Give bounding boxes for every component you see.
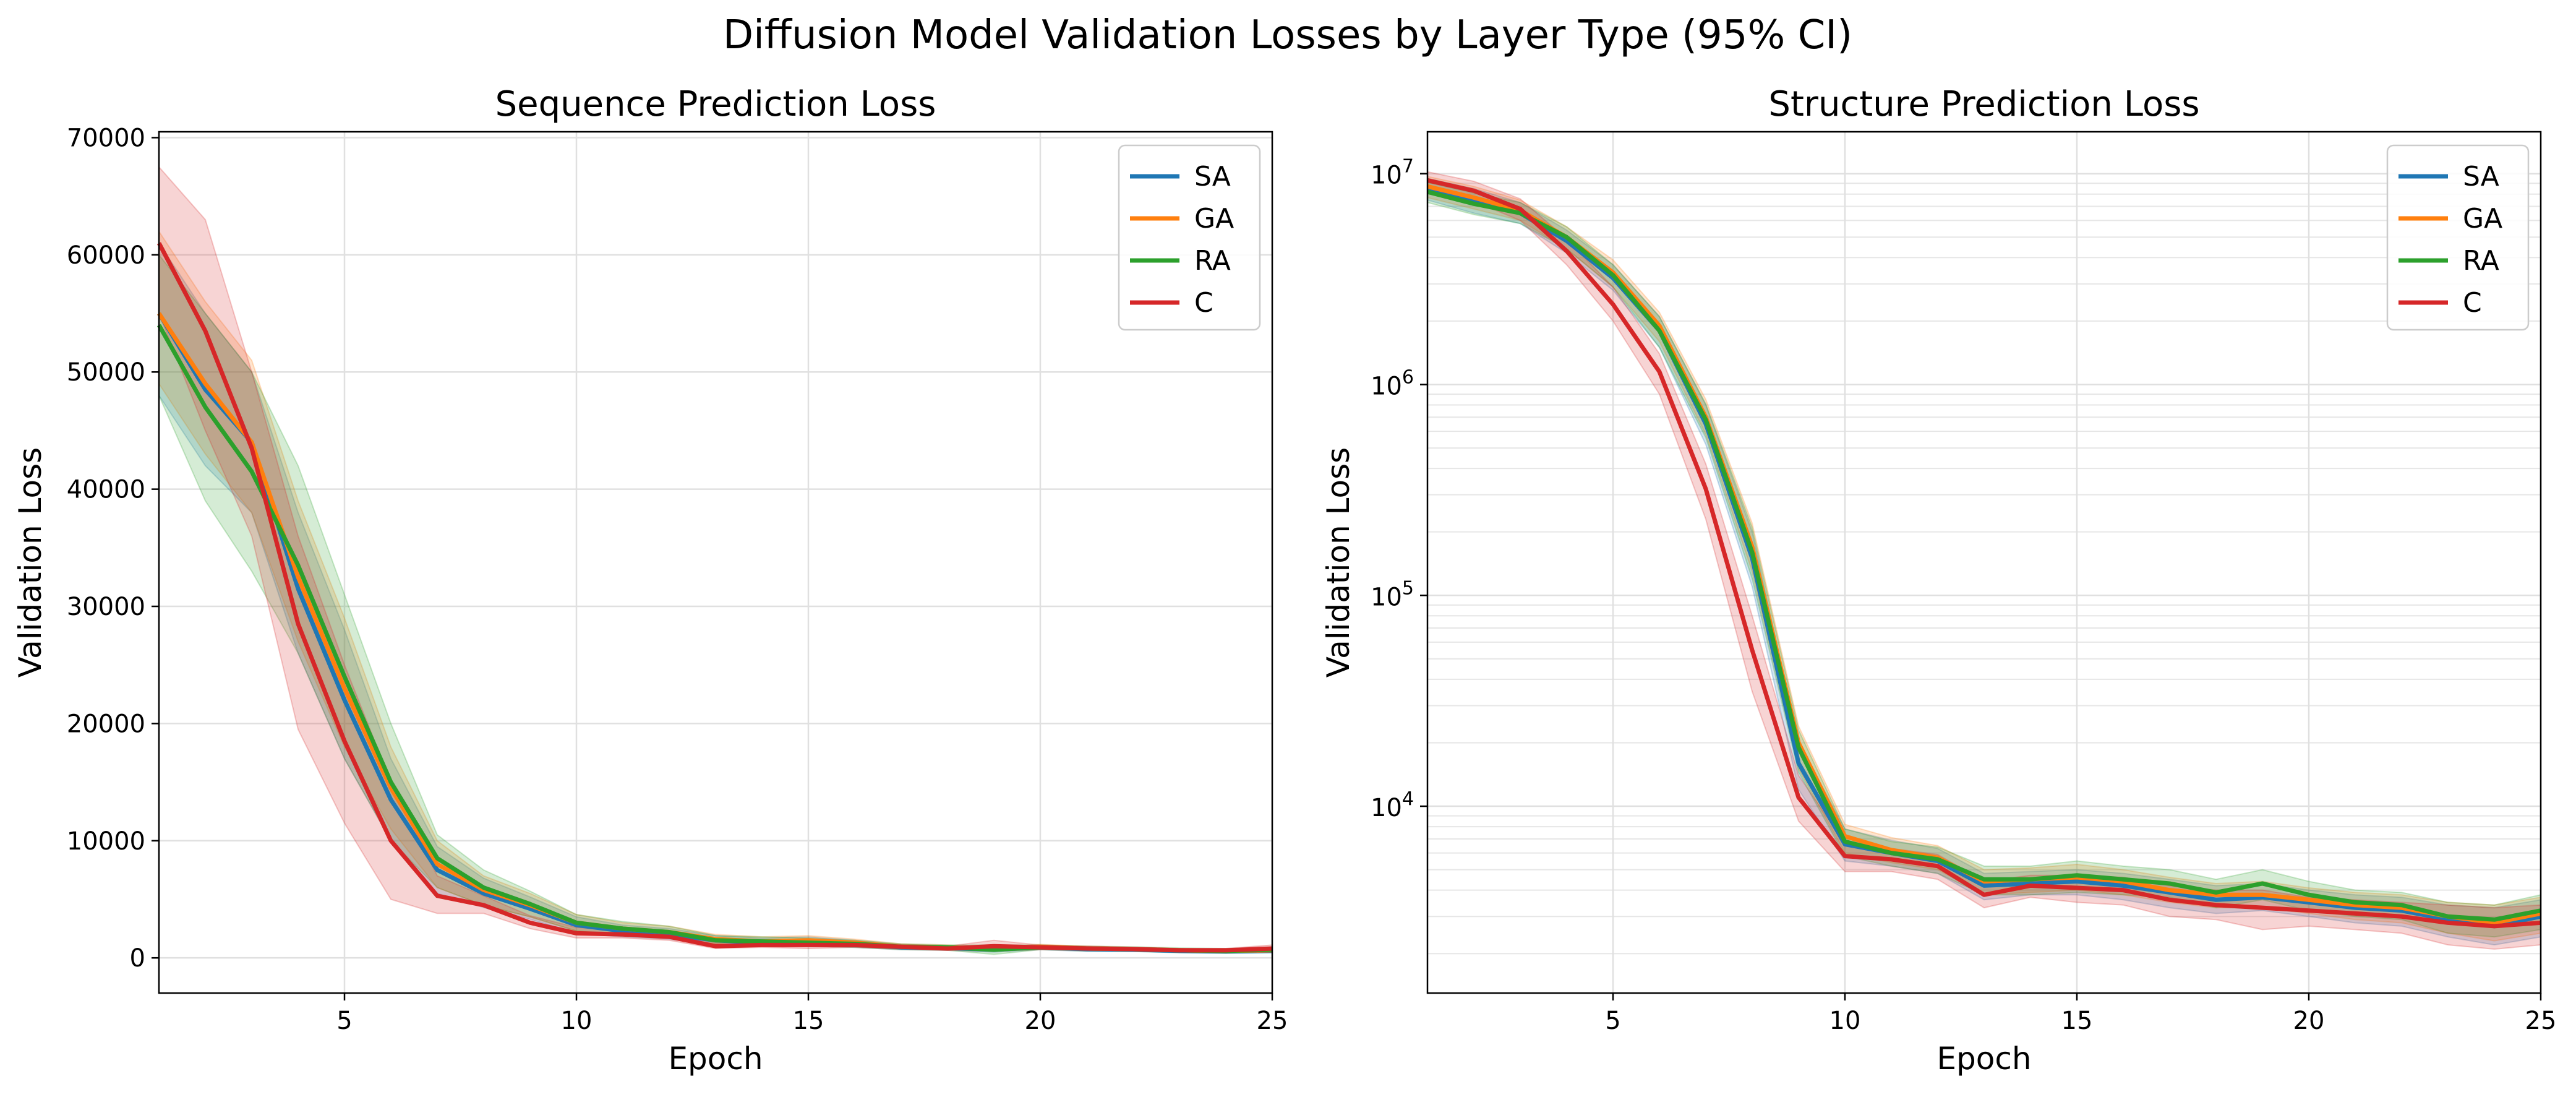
y-tick-label: 105 <box>1371 577 1414 611</box>
x-tick-label: 10 <box>561 1007 593 1035</box>
structure-ci-bands <box>1427 171 2541 950</box>
ci-band-c <box>1427 171 2541 950</box>
sequence-loss-panel: Sequence Prediction Loss 5 10 15 20 25 0 1000… <box>12 84 1288 1077</box>
y-tick-label: 50000 <box>67 358 145 387</box>
legend-label-sa: SA <box>2463 161 2499 192</box>
structure-plot-frame <box>1426 131 2542 994</box>
y-tick-label: 60000 <box>67 241 145 270</box>
structure-y-axis-label: Validation Loss <box>1320 447 1356 678</box>
ci-band-ra <box>158 252 1273 955</box>
x-tick-label: 5 <box>1605 1007 1620 1035</box>
legend-label-c: C <box>2463 287 2482 319</box>
structure-grid <box>1427 132 2542 993</box>
x-tick-label: 15 <box>793 1007 824 1035</box>
legend-label-c: C <box>1194 287 1213 319</box>
sequence-ci-bands <box>158 165 1273 955</box>
sequence-x-ticks: 5 10 15 20 25 <box>336 993 1288 1035</box>
sequence-loss-title: Sequence Prediction Loss <box>495 84 936 124</box>
sequence-y-ticks: 0 10000 20000 30000 40000 50000 60000 70000 <box>67 124 159 973</box>
x-tick-label: 20 <box>1025 1007 1056 1035</box>
y-tick-label: 10000 <box>67 827 145 856</box>
series-line-c <box>156 242 1273 953</box>
legend-label-ga: GA <box>2463 203 2502 234</box>
structure-loss-title: Structure Prediction Loss <box>1768 84 2199 124</box>
x-tick-label: 25 <box>2525 1007 2557 1035</box>
y-tick-label: 106 <box>1371 366 1414 400</box>
x-tick-label: 25 <box>1257 1007 1288 1035</box>
legend-label-sa: SA <box>1194 161 1231 192</box>
figure-title: Diffusion Model Validation Losses by Lay… <box>723 12 1852 58</box>
series-line-ra <box>1427 189 2541 922</box>
x-tick-label: 10 <box>1829 1007 1861 1035</box>
legend-box <box>1118 144 1261 331</box>
structure-loss-panel: Structure Prediction Loss 5 10 15 20 25 1041… <box>1320 84 2556 1077</box>
y-tick-label: 30000 <box>67 593 145 621</box>
structure-x-axis-label: Epoch <box>1936 1041 2031 1077</box>
y-tick-label: 107 <box>1371 156 1414 190</box>
y-tick-label: 40000 <box>67 476 145 504</box>
x-tick-label: 15 <box>2061 1007 2093 1035</box>
sequence-plot-frame <box>158 131 1273 994</box>
x-tick-label: 20 <box>2293 1007 2325 1035</box>
structure-legend: SA GA RA C <box>2386 144 2530 331</box>
y-tick-label: 0 <box>130 944 145 973</box>
sequence-legend: SA GA RA C <box>1118 144 1261 331</box>
y-tick-label: 104 <box>1371 788 1414 822</box>
sequence-y-axis-label: Validation Loss <box>12 447 48 678</box>
legend-label-ra: RA <box>2463 245 2499 277</box>
legend-box <box>2386 144 2530 331</box>
legend-label-ga: GA <box>1194 203 1234 234</box>
x-tick-label: 5 <box>336 1007 352 1035</box>
structure-y-ticks: 104 105 106 107 <box>1371 156 1427 822</box>
y-tick-label: 70000 <box>67 124 145 152</box>
series-line-c <box>1427 178 2541 929</box>
y-tick-label: 20000 <box>67 710 145 738</box>
sequence-x-axis-label: Epoch <box>668 1041 763 1077</box>
sequence-series-lines <box>156 242 1273 954</box>
legend-label-ra: RA <box>1194 245 1231 277</box>
structure-x-ticks: 5 10 15 20 25 <box>1605 993 2556 1035</box>
structure-series-lines <box>1427 178 2541 929</box>
